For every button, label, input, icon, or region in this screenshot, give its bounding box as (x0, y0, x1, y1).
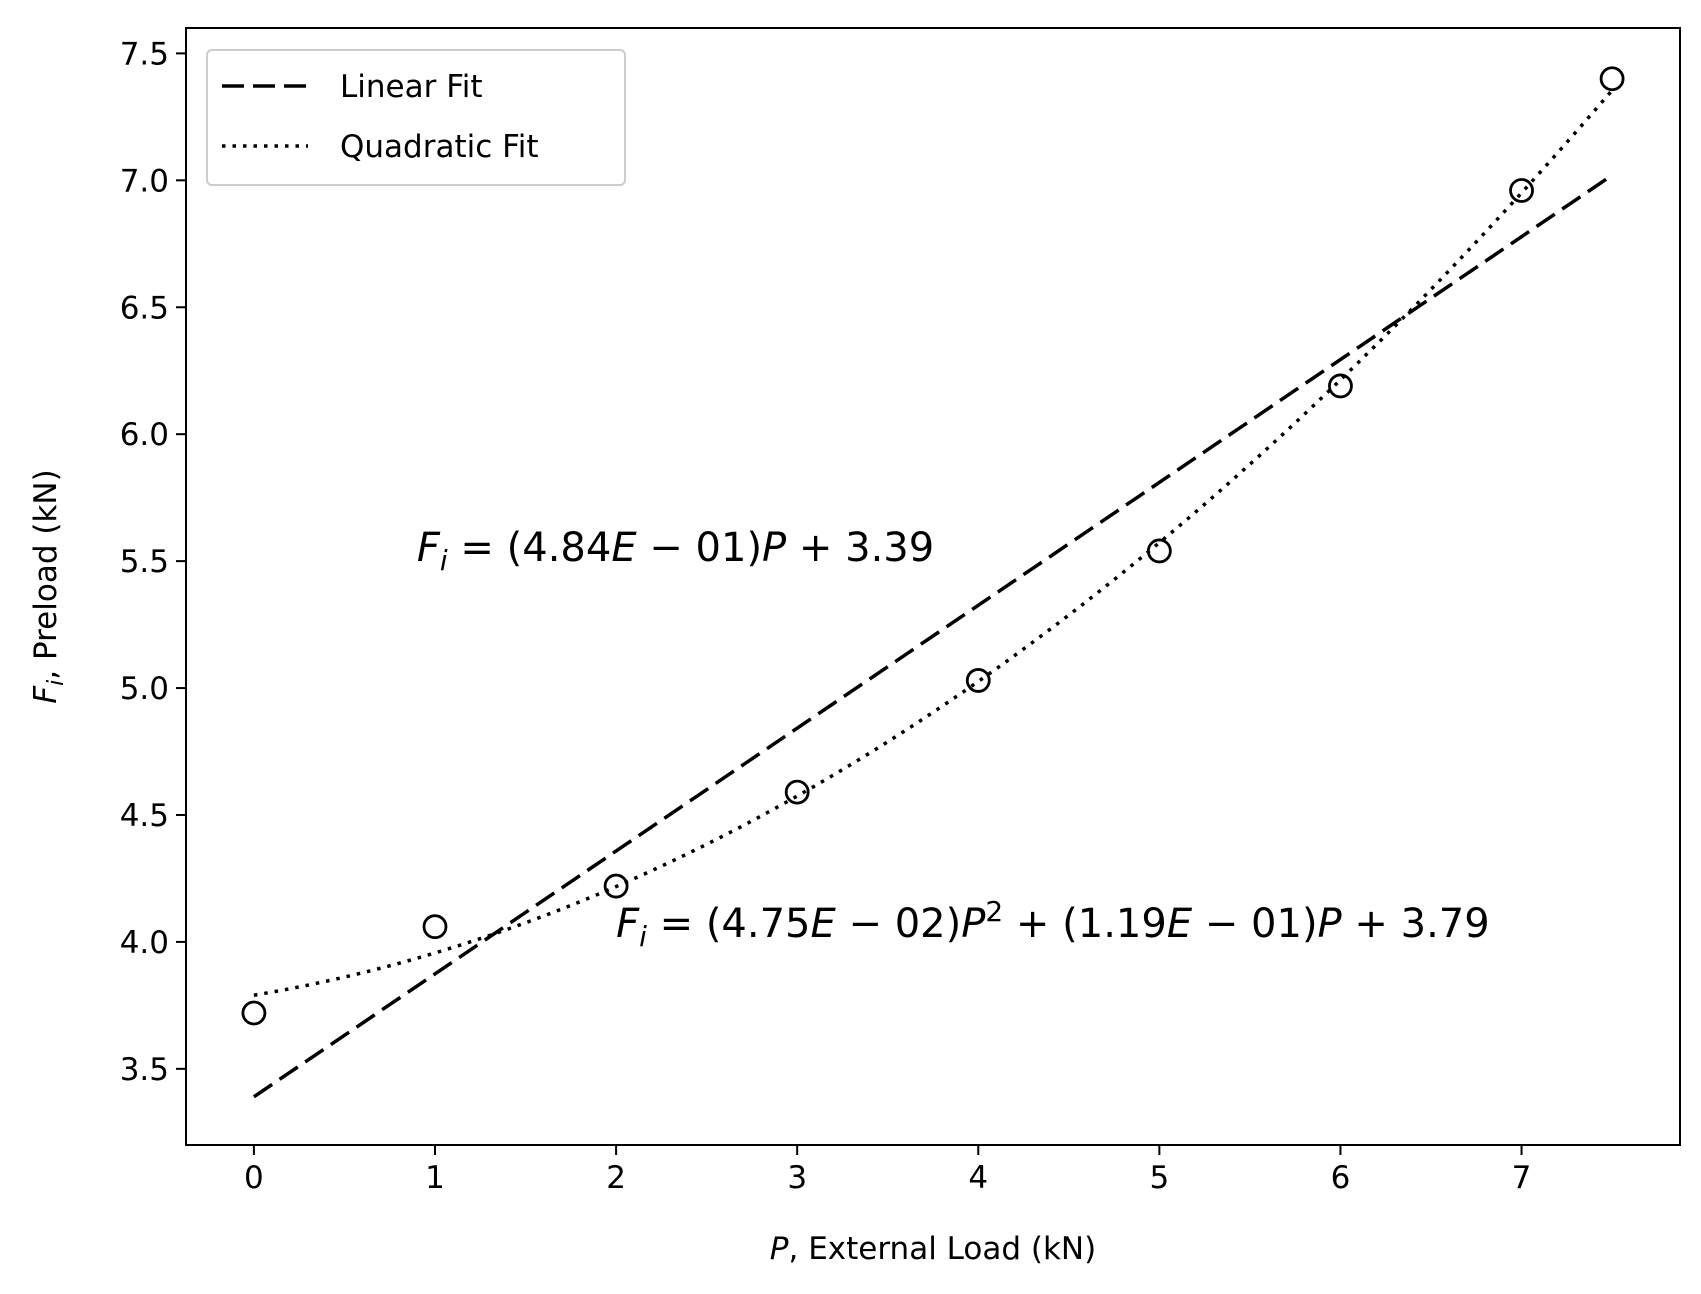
y-tick-label: 3.5 (120, 1052, 169, 1088)
plot-area (241, 66, 1625, 1099)
data-point (1509, 178, 1534, 203)
annotation-part: − 01) (1192, 901, 1317, 947)
y-axis-label-var: F (28, 685, 64, 704)
y-tick-label: 4.5 (120, 798, 169, 834)
annotation-part: E (1167, 901, 1193, 947)
annotation-part: i (639, 920, 647, 953)
x-axis-label: P, External Load (kN) (770, 1231, 1096, 1267)
annotation-part: E (611, 525, 637, 571)
annotation-part: F (417, 525, 441, 571)
x-tick-label: 7 (1512, 1160, 1532, 1196)
annotation-part: P (961, 901, 986, 947)
x-tick-label: 5 (1149, 1160, 1169, 1196)
annotation-part: = (4.84 (448, 525, 612, 571)
annotation-part: P (1318, 901, 1343, 947)
x-tick-label: 4 (968, 1160, 988, 1196)
annotation-part: = (4.75 (647, 901, 811, 947)
annotation-part: P (762, 525, 787, 571)
annotation-part: 2 (985, 895, 1003, 928)
y-tick-label: 5.5 (120, 544, 169, 580)
y-tick-label: 5.0 (120, 671, 169, 707)
data-point (1599, 66, 1625, 92)
series-line-linear-fit (252, 173, 1614, 1099)
legend: Linear Fit Quadratic Fit (206, 49, 626, 186)
annotation-part: i (440, 544, 448, 577)
annotation-part: − 02) (836, 901, 961, 947)
annotation-part: − 01) (637, 525, 762, 571)
data-point (965, 668, 991, 693)
y-axis-label: Fi, Preload (kN) (28, 469, 69, 703)
data-point (603, 873, 629, 899)
legend-box (206, 49, 626, 186)
quadratic-equation-annotation: Fi = (4.75E − 02)P2 + (1.19E − 01)P + 3.… (616, 895, 1490, 953)
annotation-part: E (811, 901, 837, 947)
y-tick-label: 7.5 (120, 36, 169, 72)
y-tick-label: 7.0 (120, 163, 169, 199)
y-tick-label: 4.0 (120, 925, 169, 961)
series-line-quadratic-fit (253, 89, 1614, 997)
x-tick-label: 1 (425, 1160, 445, 1196)
legend-label-quadratic-fit: Quadratic Fit (340, 129, 538, 165)
x-tick-label: 0 (244, 1160, 264, 1196)
y-axis-label-text: , Preload (kN) (28, 469, 64, 679)
data-point (1328, 373, 1353, 399)
x-tick-label: 6 (1331, 1160, 1351, 1196)
data-point (784, 779, 810, 805)
data-point (241, 1000, 267, 1026)
data-point (1146, 538, 1172, 564)
annotation-part: + (1.19 (1003, 901, 1167, 947)
y-tick-label: 6.5 (120, 290, 169, 326)
x-axis-label-text: , External Load (kN) (788, 1231, 1096, 1267)
axis-labels: P, External Load (kN) Fi, Preload (kN) (28, 469, 1096, 1267)
axis-ticks: 0 1 2 3 4 5 6 7 3.5 4.0 4.5 5.0 5.5 6.0 6.5 7.0 7.5 (120, 36, 1532, 1196)
annotation-part: + 3.39 (786, 525, 934, 571)
linear-equation-annotation: Fi = (4.84E − 01)P + 3.39 (417, 525, 934, 577)
x-axis-label-var: P (770, 1231, 789, 1267)
legend-label-linear-fit: Linear Fit (340, 69, 483, 105)
annotation-part: F (616, 901, 640, 947)
data-point (422, 914, 448, 940)
annotation-part: + 3.79 (1342, 901, 1490, 947)
x-tick-label: 2 (606, 1160, 626, 1196)
axes-frame (185, 27, 1681, 1146)
x-tick-label: 3 (787, 1160, 807, 1196)
y-tick-label: 6.0 (120, 417, 169, 453)
y-axis-label-sub: i (44, 680, 69, 686)
